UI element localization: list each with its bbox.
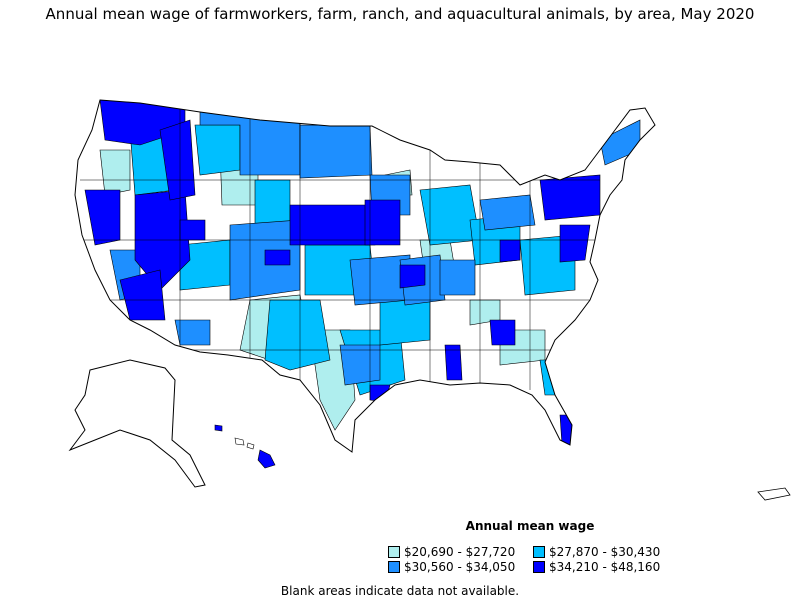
legend-swatch (388, 546, 400, 558)
blank-areas-note: Blank areas indicate data not available. (280, 584, 520, 598)
legend-label: $20,690 - $27,720 (404, 545, 516, 559)
legend-swatch (388, 561, 400, 573)
alaska (68, 359, 206, 488)
legend-item: $30,560 - $34,050 (388, 560, 515, 574)
us-outline (74, 99, 656, 453)
legend-label: $27,870 - $30,430 (549, 545, 661, 559)
legend-item: $27,870 - $30,430 (533, 545, 660, 559)
legend-label: $30,560 - $34,050 (404, 560, 516, 574)
legend-swatch (533, 546, 545, 558)
legend-swatch (533, 561, 545, 573)
puerto-rico (757, 487, 791, 501)
legend-item: $34,210 - $48,160 (533, 560, 660, 574)
hawaii (214, 424, 276, 469)
map-title: Annual mean wage of farmworkers, farm, r… (45, 5, 755, 23)
legend-item: $20,690 - $27,720 (388, 545, 515, 559)
legend-label: $34,210 - $48,160 (549, 560, 661, 574)
legend-title: Annual mean wage (465, 519, 595, 533)
